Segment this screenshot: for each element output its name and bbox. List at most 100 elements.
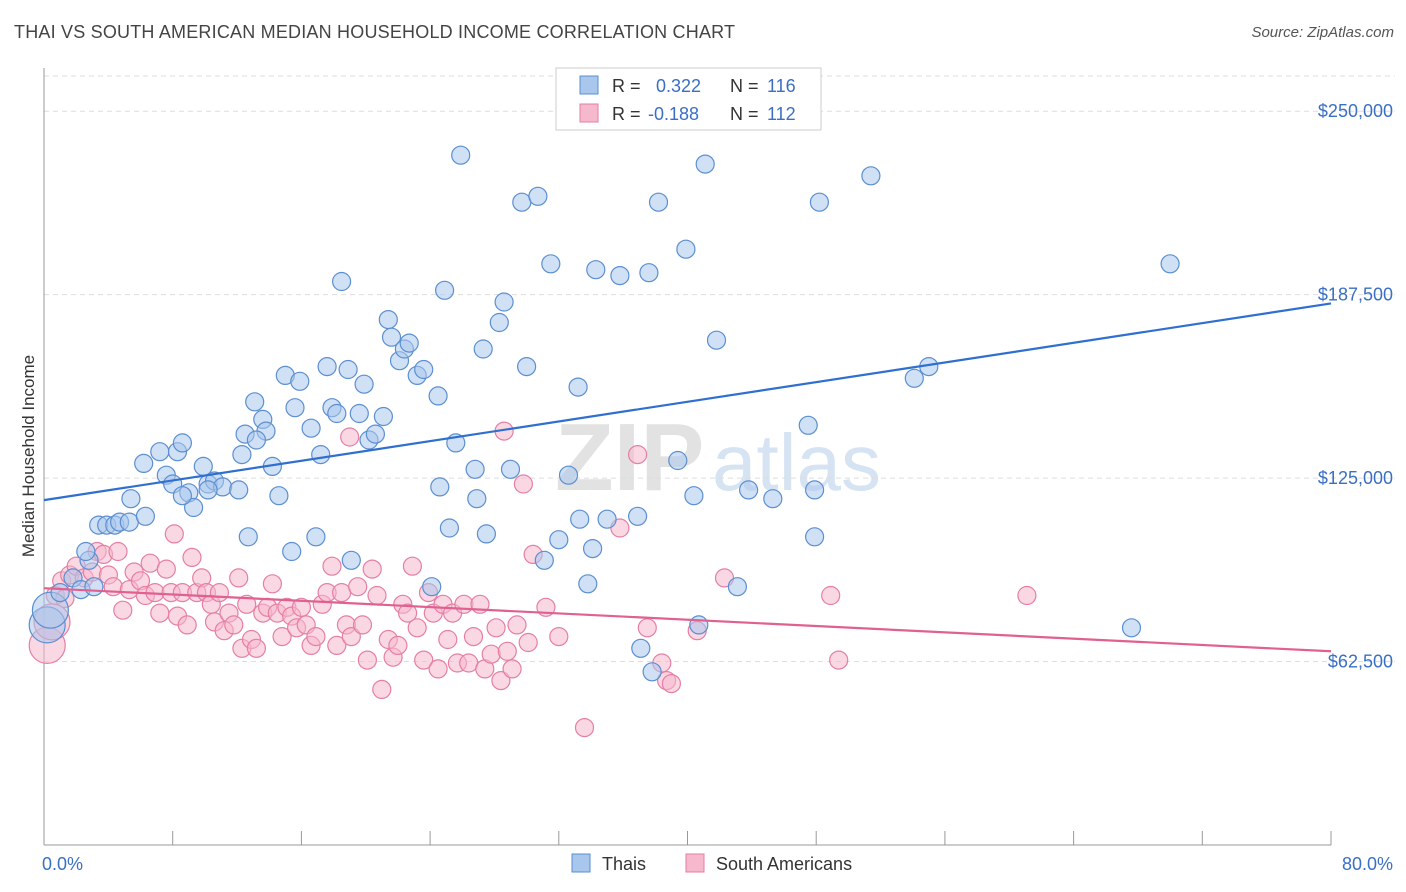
point-south-americans [454, 594, 474, 614]
point-south-americans [348, 577, 368, 597]
point-south-americans [262, 574, 282, 594]
data-points [28, 145, 1180, 738]
point-thais [193, 456, 213, 476]
legend-r-value-thais: 0.322 [656, 76, 701, 96]
legend-r-label-thais: R = [612, 76, 641, 96]
point-thais [354, 374, 374, 394]
point-thais [172, 433, 192, 453]
point-thais [422, 577, 442, 597]
chart-title: THAI VS SOUTH AMERICAN MEDIAN HOUSEHOLD … [14, 22, 736, 42]
point-thais [327, 403, 347, 424]
legend-n-value-south-americans: 112 [767, 104, 796, 124]
point-thais [494, 292, 514, 312]
point-thais [578, 574, 598, 594]
point-thais [476, 524, 496, 544]
point-thais [516, 357, 537, 377]
point-thais [439, 518, 459, 538]
point-south-americans [502, 659, 522, 679]
point-thais [290, 371, 310, 391]
point-south-americans [549, 626, 569, 647]
point-thais [451, 145, 471, 165]
legend-r-label-south-americans: R = [612, 104, 641, 124]
point-south-americans [322, 556, 342, 576]
point-thais [695, 154, 715, 174]
point-south-americans [341, 626, 361, 647]
x-tick-label-min: 0.0% [42, 854, 83, 874]
point-thais [549, 530, 569, 550]
y-tick-label: $250,000 [1318, 101, 1393, 121]
point-south-americans [481, 644, 501, 664]
point-south-americans [209, 582, 229, 603]
point-thais [648, 192, 669, 212]
point-south-americans [518, 632, 538, 653]
point-thais [642, 662, 662, 682]
point-thais [763, 489, 783, 509]
point-thais [465, 459, 485, 479]
point-south-americans [407, 618, 427, 638]
point-south-americans [574, 717, 595, 738]
point-south-americans [150, 603, 170, 623]
legend-n-value-thais: 116 [767, 76, 796, 96]
legend-r-value-south-americans: -0.188 [648, 104, 699, 124]
point-thais [676, 239, 696, 259]
point-thais [232, 445, 252, 465]
point-south-americans [362, 559, 382, 579]
point-thais [541, 254, 561, 274]
trend-line-south-americans [43, 587, 1332, 653]
series-legend: Thais South Americans [571, 853, 852, 874]
point-south-americans [428, 659, 448, 679]
series-legend-swatch-thais [571, 853, 591, 873]
point-thais [349, 403, 369, 424]
point-south-americans [327, 635, 347, 656]
correlation-legend: R = 0.322 N = 116 R = -0.188 N = 112 [555, 67, 822, 131]
point-thais [135, 506, 155, 526]
y-axis-label: Median Household Income [19, 355, 38, 557]
trend-line-thais [43, 302, 1332, 502]
legend-swatch-thais [579, 75, 599, 95]
point-south-americans [103, 577, 123, 597]
point-thais [639, 263, 659, 283]
point-south-americans [340, 427, 360, 447]
legend-n-label-south-americans: N = [730, 104, 759, 124]
point-thais [378, 310, 398, 330]
point-south-americans [414, 650, 434, 670]
point-thais [528, 186, 548, 206]
trend-lines [43, 302, 1332, 653]
point-south-americans [272, 626, 292, 647]
point-thais [467, 489, 487, 509]
point-thais [414, 359, 434, 380]
point-south-americans [237, 594, 257, 614]
legend-frame [555, 67, 822, 131]
point-thais [727, 577, 748, 597]
watermark: ZIP atlas [555, 404, 881, 511]
point-thais [430, 477, 450, 497]
point-south-americans [108, 541, 128, 562]
point-thais [428, 386, 448, 406]
point-south-americans [513, 474, 534, 494]
point-thais [610, 266, 630, 286]
point-thais [84, 577, 104, 597]
x-tick-label-max: 80.0% [1342, 854, 1393, 874]
point-thais [904, 368, 924, 388]
point-south-americans [388, 635, 408, 656]
point-thais [809, 192, 830, 212]
point-south-americans [486, 618, 506, 638]
legend-n-label-thais: N = [730, 76, 759, 96]
point-south-americans [367, 585, 387, 606]
point-south-americans [357, 650, 377, 670]
point-thais [534, 550, 554, 570]
point-thais [668, 450, 688, 471]
point-thais [119, 512, 139, 532]
point-thais [627, 506, 648, 526]
point-thais [558, 465, 579, 485]
point-south-americans [182, 547, 202, 568]
point-thais [689, 615, 709, 635]
point-south-americans [156, 559, 176, 579]
point-south-americans [164, 524, 184, 544]
point-thais [1160, 254, 1180, 274]
y-tick-label: $125,000 [1318, 468, 1393, 488]
point-thais [285, 398, 305, 418]
source-credit: Source: ZipAtlas.com [1251, 24, 1394, 41]
point-south-americans [306, 626, 326, 647]
